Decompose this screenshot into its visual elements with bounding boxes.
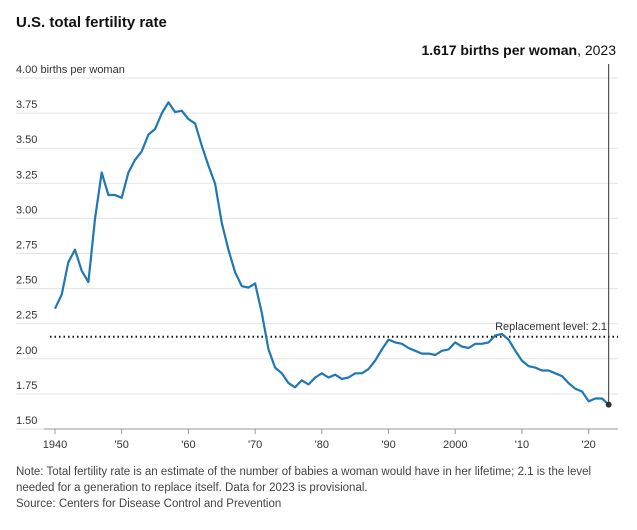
replacement-level-label: Replacement level: 2.1 (495, 321, 607, 333)
x-tick-label: '60 (181, 439, 195, 451)
y-tick-label: 3.00 (16, 204, 37, 216)
y-tick-label: 2.75 (16, 240, 37, 252)
latest-value-annotation: 1.617 births per woman, 2023 (421, 42, 616, 58)
note-text: Note: Total fertility rate is an estimat… (16, 466, 592, 494)
series-layer (54, 101, 610, 406)
y-tick-label: 1.50 (16, 415, 37, 427)
y-tick-label: 3.75 (16, 99, 37, 111)
x-tick-label: '50 (115, 439, 129, 451)
annotation-bold-part: 1.617 births per woman (421, 42, 577, 58)
reference-layer: Replacement level: 2.1 (50, 321, 618, 338)
x-tick-label: 2000 (443, 439, 467, 451)
y-tick-label: 3.50 (16, 134, 37, 146)
chart-notes: Note: Total fertility rate is an estimat… (16, 464, 616, 512)
x-tick-label: '90 (381, 439, 395, 451)
annotation-year-part: , 2023 (577, 42, 616, 58)
axis-layer: 4.00 births per woman 3.75 3.50 3.25 3.00 2.7… (16, 64, 618, 451)
latest-value-marker (605, 401, 612, 408)
fertility-line-chart: Replacement level: 2.1 4.00 births per w… (16, 42, 618, 451)
source-text: Source: Centers for Disease Control and … (16, 498, 282, 510)
x-tick-label: 1940 (43, 439, 67, 451)
fertility-rate-line (54, 101, 610, 406)
x-tick-label: '20 (581, 439, 595, 451)
y-tick-label: 4.00 births per woman (16, 64, 125, 76)
y-tick-label: 1.75 (16, 380, 37, 392)
x-tick-label: '70 (248, 439, 262, 451)
y-tick-label: 2.25 (16, 310, 37, 322)
y-tick-label: 2.50 (16, 275, 37, 287)
y-tick-label: 2.00 (16, 345, 37, 357)
y-tick-label: 3.25 (16, 169, 37, 181)
x-tick-label: '10 (515, 439, 529, 451)
chart-title: U.S. total fertility rate (16, 14, 167, 31)
annotation-layer: 1.617 births per woman, 2023 (421, 42, 616, 408)
x-tick-label: '80 (315, 439, 329, 451)
